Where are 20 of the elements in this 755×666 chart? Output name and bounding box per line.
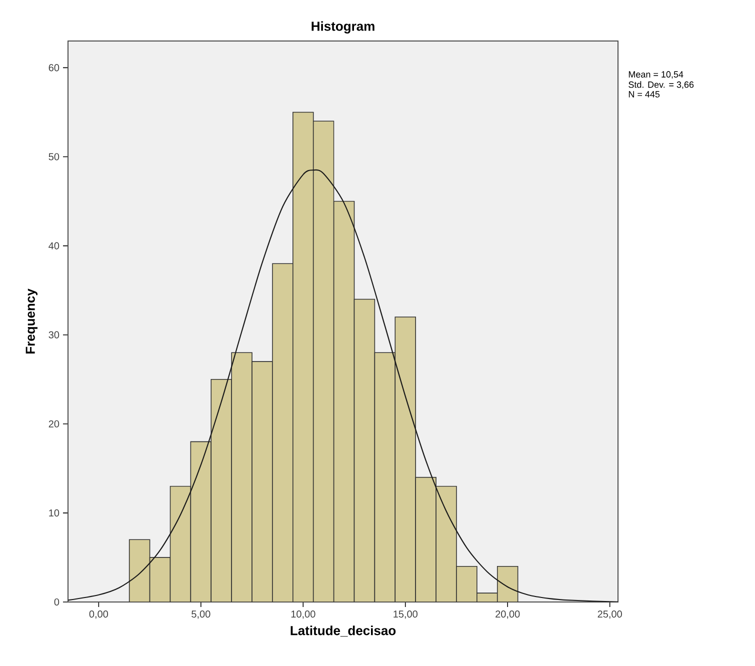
x-tick-label: 20,00 <box>496 610 520 619</box>
x-tick-label: 0,00 <box>89 610 108 619</box>
x-axis-title: Latitude_decisao <box>290 626 396 637</box>
x-tick-label: 25,00 <box>598 610 622 619</box>
x-tick-label: 15,00 <box>394 610 418 619</box>
y-tick-label: 10 <box>49 509 60 516</box>
y-axis-title: Frequency <box>26 288 38 354</box>
y-tick-label: 50 <box>48 153 60 160</box>
text: N = 445 <box>628 91 660 98</box>
line-series <box>68 170 618 602</box>
y-tick-label: 20 <box>48 420 60 428</box>
y-tick-label: 30 <box>48 331 60 338</box>
x-tick-label: 10,00 <box>291 610 316 619</box>
y-tick-label: 40 <box>48 242 60 250</box>
chart-title: Histogram <box>312 21 374 34</box>
text: Std. Dev. = 3,66 <box>628 81 694 89</box>
text: Mean = 10,54 <box>628 71 684 79</box>
y-tick-label: 0 <box>54 598 60 606</box>
y-tick-label: 60 <box>48 64 60 72</box>
x-tick-label: 5,00 <box>192 610 210 619</box>
